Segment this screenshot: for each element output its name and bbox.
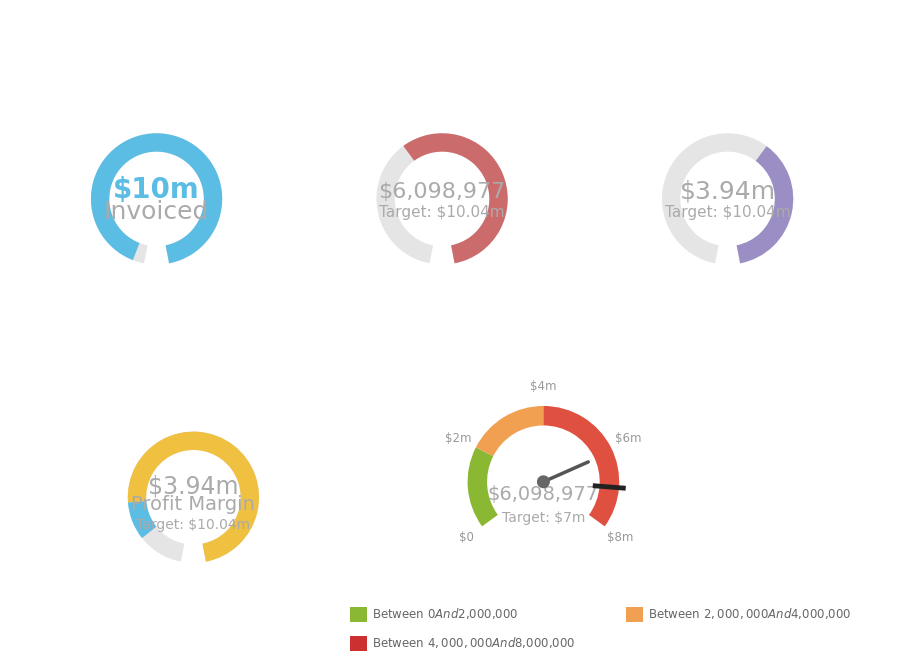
Wedge shape: [543, 406, 619, 526]
Text: Target: $10.04m: Target: $10.04m: [665, 204, 790, 219]
Text: Target: $7m: Target: $7m: [502, 511, 585, 525]
Text: $0: $0: [459, 531, 473, 544]
Text: Target: $10.04m: Target: $10.04m: [379, 204, 505, 219]
Wedge shape: [662, 133, 793, 263]
Wedge shape: [91, 133, 222, 263]
FancyBboxPatch shape: [626, 607, 643, 622]
Wedge shape: [91, 133, 222, 263]
Text: $6,098,977: $6,098,977: [488, 485, 599, 505]
Text: $3.94m: $3.94m: [680, 180, 775, 204]
Wedge shape: [468, 448, 498, 526]
Text: $8m: $8m: [607, 531, 634, 544]
Text: Between $2,000,000 And $4,000,000: Between $2,000,000 And $4,000,000: [648, 606, 852, 621]
Text: Profit Margin: Profit Margin: [132, 495, 255, 514]
Text: Between $4,000,000 And $8,000,000: Between $4,000,000 And $8,000,000: [372, 635, 576, 650]
Text: $3.94m: $3.94m: [148, 474, 239, 499]
Wedge shape: [128, 432, 259, 562]
Text: Invoiced: Invoiced: [104, 200, 209, 224]
Text: $6,098,977: $6,098,977: [379, 182, 506, 202]
Text: $2m: $2m: [445, 432, 472, 445]
Text: $10m: $10m: [113, 176, 200, 204]
Text: Target: $10.04m: Target: $10.04m: [136, 518, 251, 532]
Text: Between $0 And $2,000,000: Between $0 And $2,000,000: [372, 606, 519, 621]
Wedge shape: [128, 501, 157, 538]
FancyBboxPatch shape: [350, 607, 367, 622]
Text: $4m: $4m: [530, 380, 556, 393]
Circle shape: [538, 476, 549, 487]
Text: $6m: $6m: [615, 432, 642, 445]
Wedge shape: [403, 133, 507, 263]
Wedge shape: [377, 133, 507, 263]
Wedge shape: [476, 406, 543, 456]
Wedge shape: [737, 146, 793, 263]
FancyBboxPatch shape: [350, 636, 367, 651]
Wedge shape: [128, 432, 259, 562]
